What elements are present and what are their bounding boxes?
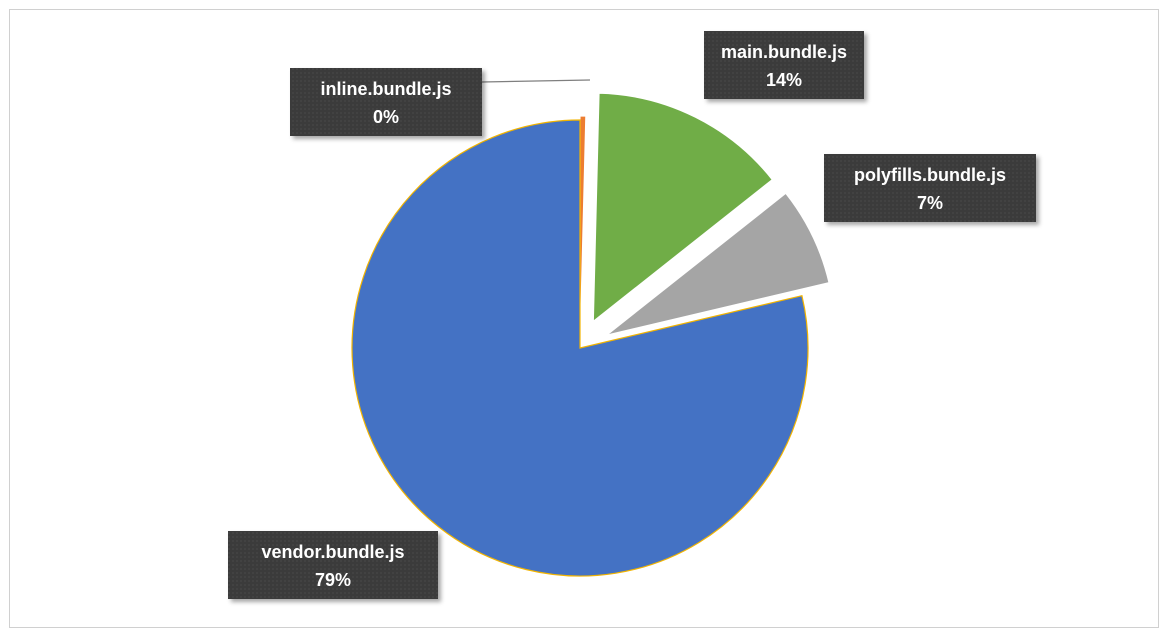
data-label-inline-bundle-js: inline.bundle.js 0% [290, 68, 482, 136]
slice-polyfills-bundle-js [606, 192, 830, 336]
data-label-category: vendor.bundle.js [261, 542, 404, 562]
data-label-percent: 7% [917, 193, 943, 213]
slice-inline-bundle-js [579, 115, 587, 345]
leader-line-inline-bundle-js [481, 79, 591, 83]
data-label-vendor-bundle-js: vendor.bundle.js 79% [228, 531, 438, 599]
data-label-main-bundle-js: main.bundle.js 14% [704, 31, 864, 99]
data-label-box [704, 31, 864, 99]
data-label-category: polyfills.bundle.js [854, 165, 1006, 185]
data-label-category: main.bundle.js [721, 42, 847, 62]
data-label-box [824, 154, 1036, 222]
slice-vendor-bundle-js [351, 119, 809, 577]
data-label-box [290, 68, 482, 136]
data-label-percent: 14% [766, 70, 802, 90]
data-label-polyfills-bundle-js: polyfills.bundle.js 7% [824, 154, 1036, 222]
data-label-percent: 0% [373, 107, 399, 127]
data-label-box [228, 531, 438, 599]
slice-main-bundle-js [592, 92, 773, 323]
data-label-category: inline.bundle.js [320, 79, 451, 99]
data-label-percent: 79% [315, 570, 351, 590]
